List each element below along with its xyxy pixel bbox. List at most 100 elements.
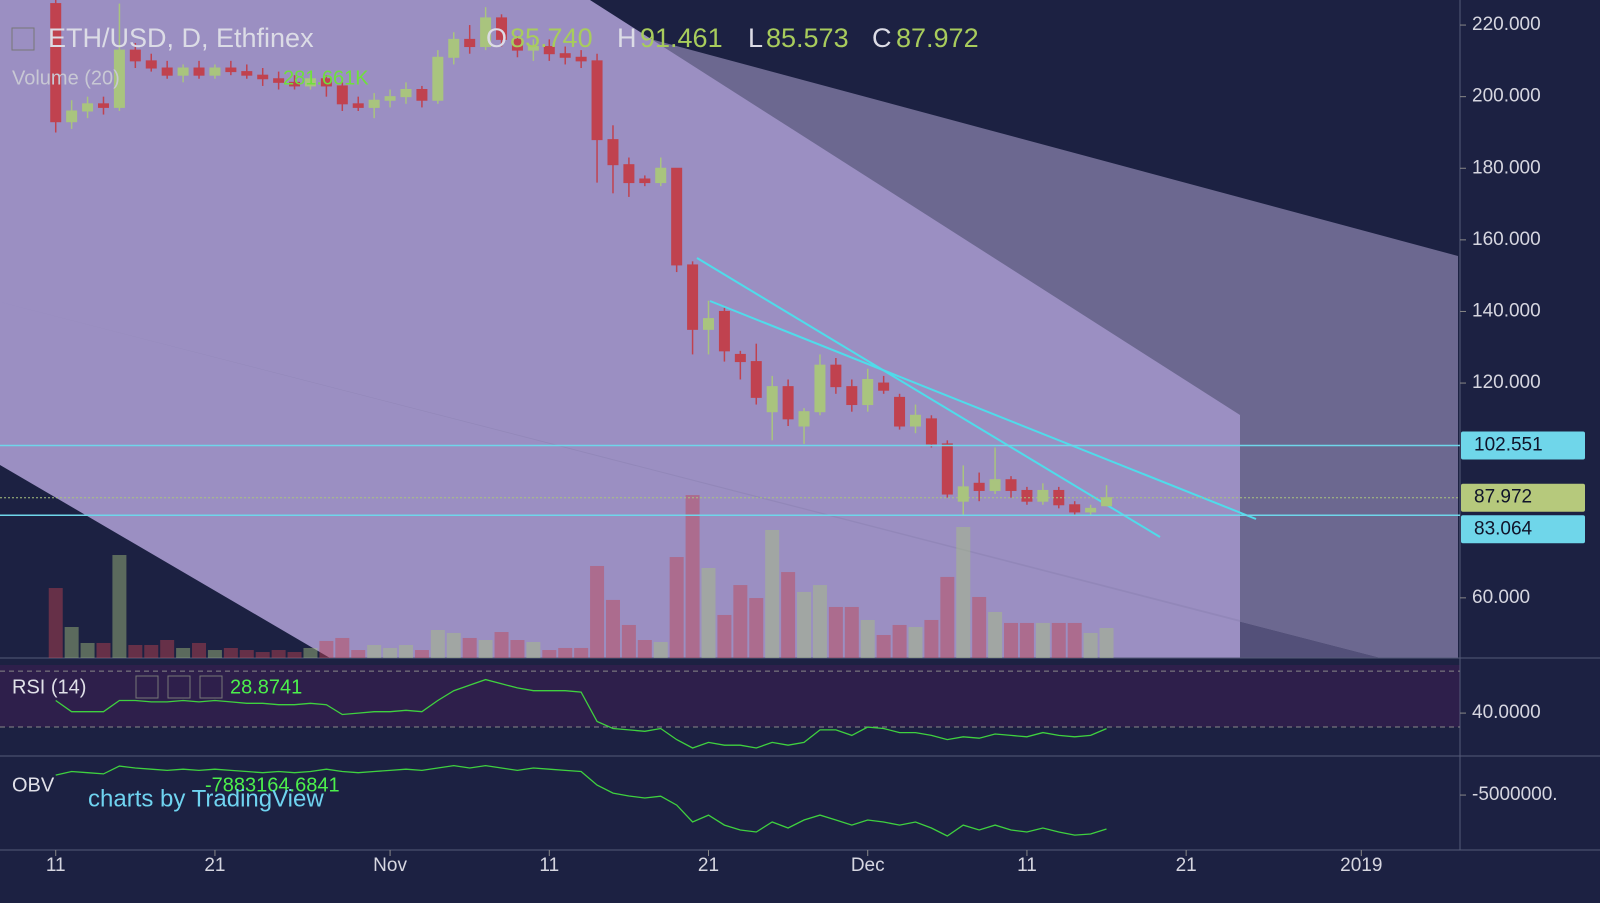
ohlc-value: 87.972 xyxy=(896,23,979,53)
volume-bar xyxy=(733,585,748,658)
level-label-box xyxy=(1461,431,1585,460)
volume-bar xyxy=(96,642,111,658)
volume-bar xyxy=(128,645,143,658)
volume-bar xyxy=(112,555,127,658)
settings-icon[interactable] xyxy=(167,675,191,699)
candle-body xyxy=(384,96,396,101)
trend-line xyxy=(709,300,1257,520)
volume-bar xyxy=(1035,622,1050,658)
x-tick-label: Nov xyxy=(373,855,407,876)
volume-bar xyxy=(765,529,780,658)
candle-body xyxy=(257,74,269,80)
candle-body xyxy=(368,99,380,108)
watermark: charts by TradingView xyxy=(88,785,324,812)
candle-body xyxy=(862,378,874,406)
candle-body xyxy=(527,46,539,51)
candle-body xyxy=(400,88,412,98)
candle-body xyxy=(1037,489,1049,502)
volume-bar xyxy=(574,647,589,658)
candle-body xyxy=(432,56,444,101)
volume-bar xyxy=(1019,622,1034,658)
volume-bar xyxy=(207,650,222,658)
candle-body xyxy=(1101,497,1113,507)
volume-bar xyxy=(1099,628,1114,658)
volume-bar xyxy=(1051,622,1066,658)
candle-body xyxy=(1085,507,1097,513)
candle-body xyxy=(336,85,348,105)
rsi-band xyxy=(0,665,1460,727)
candle-body xyxy=(177,67,189,76)
volume-bar xyxy=(271,650,286,658)
volume-bar xyxy=(828,606,843,658)
candle-body xyxy=(925,418,937,445)
candle-body xyxy=(511,38,523,51)
candle-body xyxy=(830,364,842,388)
x-tick-label: 11 xyxy=(46,855,66,876)
volume-bar xyxy=(64,627,79,658)
volume-bar xyxy=(192,642,207,658)
x-tick-label: 11 xyxy=(1017,855,1037,876)
level-label: 83.064 xyxy=(1474,518,1533,539)
volume-bar xyxy=(908,627,923,658)
candle-body xyxy=(496,17,508,40)
channel-inner xyxy=(0,0,1240,658)
rsi-label: RSI (14) xyxy=(12,676,86,698)
last-price-label: 87.972 xyxy=(1474,487,1532,508)
candle-body xyxy=(989,479,1001,491)
volume-bar xyxy=(510,640,525,658)
obv-value: -7883164.6841 xyxy=(205,774,340,796)
volume-bar xyxy=(526,642,541,658)
candle-body xyxy=(416,88,428,101)
volume-bar xyxy=(223,647,238,658)
volume-bar xyxy=(351,650,366,658)
volume-bar xyxy=(605,599,620,658)
candle-body xyxy=(846,386,858,406)
channel-band xyxy=(0,302,1380,658)
marks xyxy=(48,0,1114,658)
volume-bar xyxy=(542,650,557,658)
candle-body xyxy=(575,56,587,62)
y-tick-label: 60.000 xyxy=(1472,587,1530,608)
volume-bar xyxy=(685,495,700,658)
volume-bar xyxy=(669,557,684,658)
candle-body xyxy=(766,386,778,413)
volume-bar xyxy=(812,585,827,658)
candle-body xyxy=(909,414,921,427)
x-tick-label: Dec xyxy=(851,855,885,876)
volume-bar xyxy=(749,598,764,658)
candle-body xyxy=(782,386,794,420)
rsi-line xyxy=(55,678,1107,749)
volume-bar xyxy=(255,652,270,658)
candle-body xyxy=(798,411,810,427)
candle-body xyxy=(97,103,109,108)
candle-body xyxy=(304,78,316,87)
volume-bar xyxy=(988,611,1003,658)
volume-value: 281.661K xyxy=(283,67,369,89)
candle-body xyxy=(718,310,730,352)
volume-bar xyxy=(972,596,987,658)
close-icon[interactable] xyxy=(199,675,223,699)
volume-bar xyxy=(398,645,413,658)
volume-bar xyxy=(621,624,636,658)
collapse-icon[interactable] xyxy=(11,27,35,51)
candle-body xyxy=(814,364,826,413)
volume-bar xyxy=(892,624,907,658)
candle-body xyxy=(1069,504,1081,513)
ohlc-key: C xyxy=(872,23,892,53)
volume-bar xyxy=(367,645,382,658)
volume-bar xyxy=(876,634,891,658)
candle-body xyxy=(480,17,492,48)
volume-bar xyxy=(446,632,461,658)
candle-body xyxy=(703,318,715,330)
candle-body xyxy=(623,164,635,184)
ohlc-value: 85.573 xyxy=(766,23,849,53)
volume-bar xyxy=(144,645,159,658)
eye-icon[interactable] xyxy=(135,675,159,699)
candle-body xyxy=(129,49,141,62)
volume-bar xyxy=(558,647,573,658)
candle-body xyxy=(289,81,301,87)
y-tick-label: 40.0000 xyxy=(1472,702,1541,723)
candle-body xyxy=(352,103,364,108)
level-label: 102.551 xyxy=(1474,435,1543,456)
